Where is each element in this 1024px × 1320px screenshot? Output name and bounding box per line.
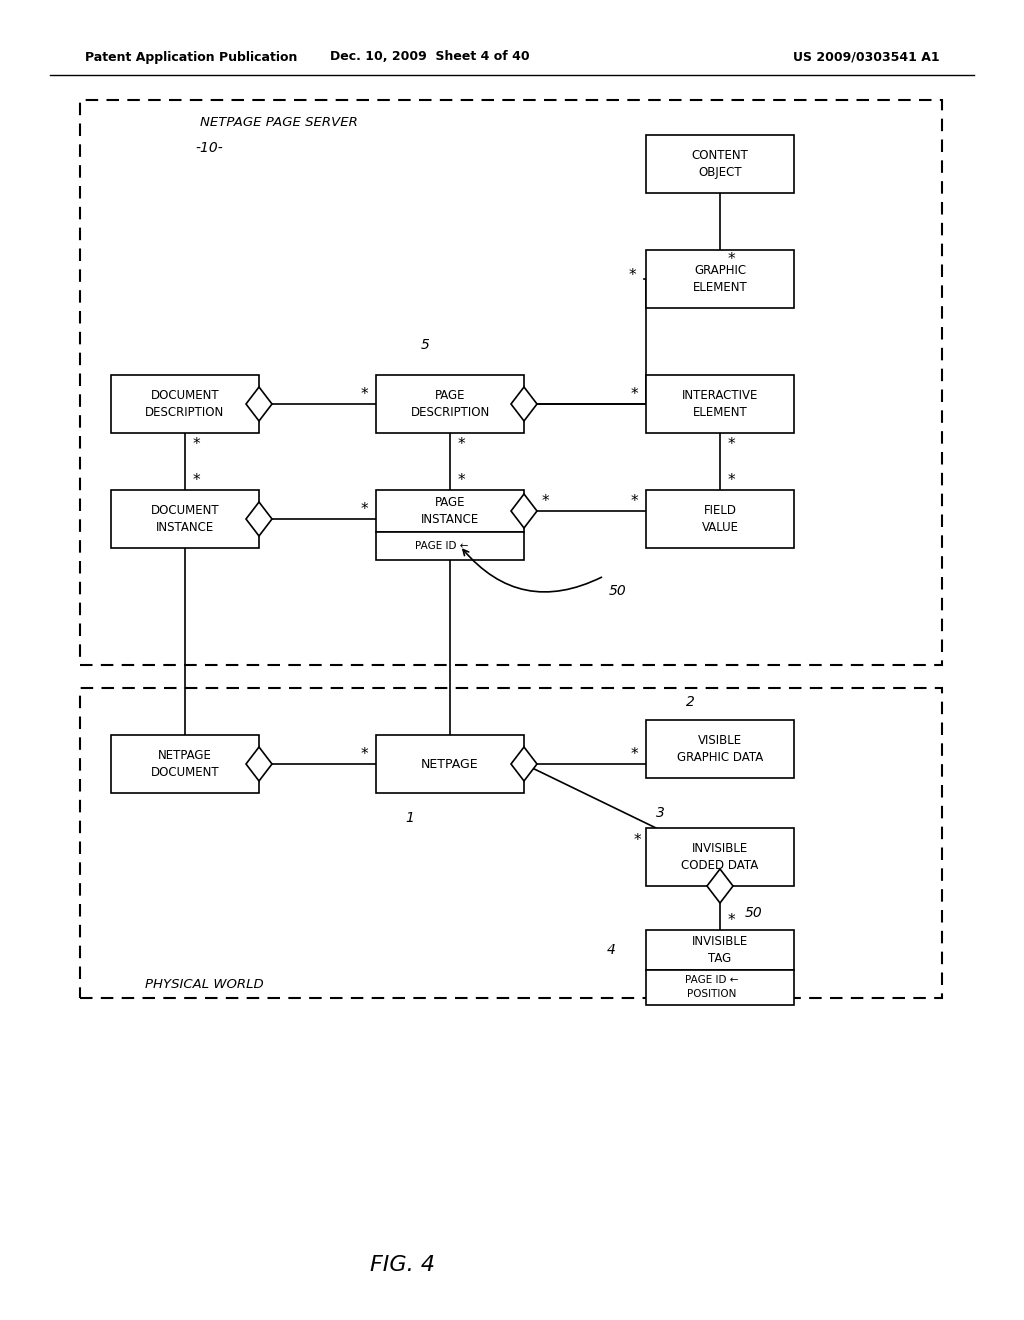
Text: *: *	[193, 473, 201, 488]
Text: FIG. 4: FIG. 4	[370, 1255, 435, 1275]
Bar	[111, 375, 259, 433]
Text: 50: 50	[745, 906, 763, 920]
Text: PHYSICAL WORLD: PHYSICAL WORLD	[145, 978, 264, 991]
Text: *: *	[193, 437, 201, 451]
Text: 50: 50	[609, 583, 627, 598]
Text: NETPAGE: NETPAGE	[421, 758, 479, 771]
Text: *: *	[728, 473, 735, 488]
Bar	[646, 719, 794, 777]
Text: DOCUMENT
DESCRIPTION: DOCUMENT DESCRIPTION	[145, 389, 224, 418]
Text: NETPAGE PAGE SERVER: NETPAGE PAGE SERVER	[200, 116, 357, 128]
Polygon shape	[246, 502, 272, 536]
Text: US 2009/0303541 A1: US 2009/0303541 A1	[794, 50, 940, 63]
Text: *: *	[458, 473, 466, 488]
Bar	[376, 735, 524, 793]
Text: INTERACTIVE
ELEMENT: INTERACTIVE ELEMENT	[682, 389, 758, 418]
Text: *: *	[634, 833, 641, 847]
Text: *: *	[360, 747, 368, 762]
Text: Dec. 10, 2009  Sheet 4 of 40: Dec. 10, 2009 Sheet 4 of 40	[330, 50, 529, 63]
Text: PAGE ID ←
POSITION: PAGE ID ← POSITION	[685, 975, 738, 999]
Text: *: *	[728, 252, 735, 267]
Text: PAGE
INSTANCE: PAGE INSTANCE	[421, 496, 479, 525]
Bar	[111, 490, 259, 548]
Bar	[376, 532, 524, 560]
Text: VISIBLE
GRAPHIC DATA: VISIBLE GRAPHIC DATA	[677, 734, 763, 764]
Text: -10-: -10-	[195, 141, 223, 154]
Text: INVISIBLE
CODED DATA: INVISIBLE CODED DATA	[681, 842, 759, 873]
Bar	[80, 688, 942, 998]
Bar	[376, 375, 524, 433]
Bar	[80, 100, 942, 665]
Bar	[646, 970, 794, 1005]
Text: 1: 1	[406, 810, 415, 825]
Text: 3: 3	[655, 807, 665, 820]
Text: *: *	[360, 502, 368, 517]
Text: NETPAGE
DOCUMENT: NETPAGE DOCUMENT	[151, 748, 219, 779]
Polygon shape	[511, 387, 537, 421]
Text: Patent Application Publication: Patent Application Publication	[85, 50, 297, 63]
Bar	[646, 828, 794, 886]
Bar	[646, 931, 794, 970]
Bar	[646, 375, 794, 433]
Text: INVISIBLE
TAG: INVISIBLE TAG	[692, 935, 749, 965]
Bar	[646, 135, 794, 193]
Polygon shape	[511, 747, 537, 781]
Text: *: *	[631, 747, 638, 762]
Bar	[376, 490, 524, 532]
Text: *: *	[629, 268, 636, 282]
Text: 2: 2	[685, 696, 694, 709]
Text: 4: 4	[606, 942, 615, 957]
Text: *: *	[631, 387, 638, 403]
Polygon shape	[246, 387, 272, 421]
Text: *: *	[458, 437, 466, 451]
Text: *: *	[360, 387, 368, 403]
Text: FIELD
VALUE: FIELD VALUE	[701, 504, 738, 535]
Text: *: *	[542, 494, 550, 510]
Polygon shape	[511, 494, 537, 528]
Text: DOCUMENT
INSTANCE: DOCUMENT INSTANCE	[151, 504, 219, 535]
Bar	[111, 735, 259, 793]
Text: PAGE ID ←: PAGE ID ←	[416, 541, 469, 550]
Text: PAGE
DESCRIPTION: PAGE DESCRIPTION	[411, 389, 489, 418]
Text: GRAPHIC
ELEMENT: GRAPHIC ELEMENT	[692, 264, 748, 294]
Text: *: *	[728, 437, 735, 451]
Polygon shape	[707, 869, 733, 903]
Bar	[646, 490, 794, 548]
Text: 5: 5	[421, 338, 429, 352]
Bar	[646, 249, 794, 308]
Text: CONTENT
OBJECT: CONTENT OBJECT	[691, 149, 749, 180]
Text: *: *	[631, 494, 638, 510]
Text: *: *	[728, 913, 735, 928]
Polygon shape	[246, 747, 272, 781]
